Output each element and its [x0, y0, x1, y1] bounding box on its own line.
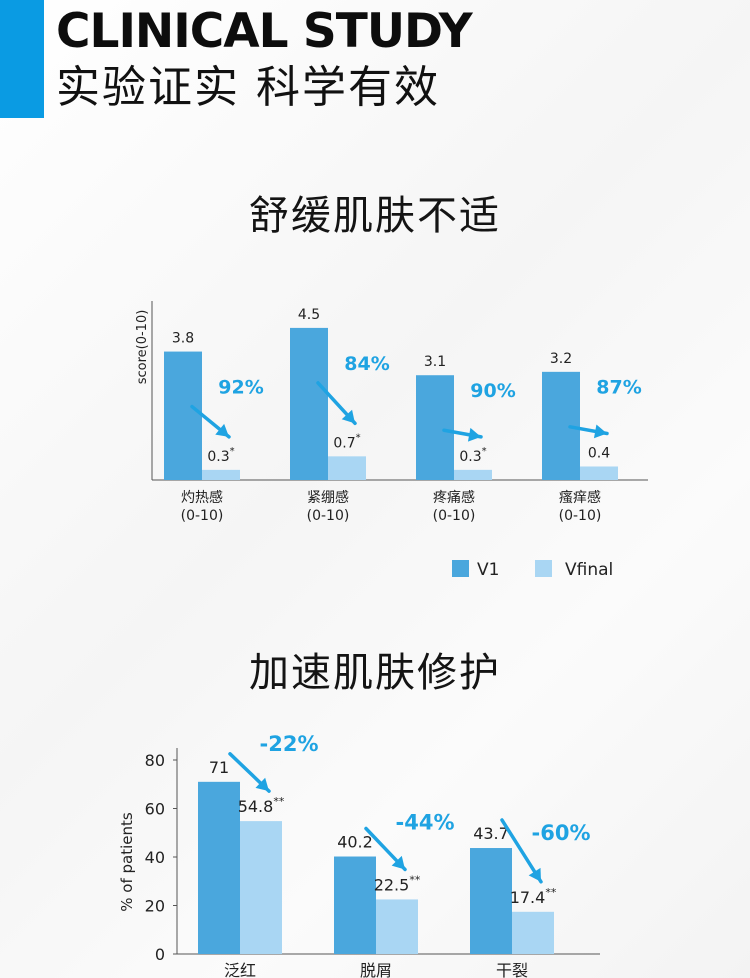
bar-vfinal: [376, 899, 418, 954]
category-label: 紧绷感(0-10): [307, 489, 350, 524]
percent-change-label: 90%: [470, 380, 515, 402]
change-arrow-head: [255, 777, 269, 792]
bar-v1: [470, 848, 512, 954]
change-arrow-head: [215, 423, 229, 437]
category-label: 灼热感(0-10): [181, 489, 224, 524]
category-label: 脱屑: [360, 961, 392, 978]
y-tick-label: 40: [145, 848, 165, 867]
repair-section-title: 加速肌肤修护: [249, 650, 501, 696]
value-label-v1: 3.1: [424, 354, 446, 370]
relief-chart: score(0-10) 3.8 0.3* 灼热感(0-10) 92% 4.5 0.7* 紧绷感…: [135, 301, 648, 580]
bar-vfinal: [202, 469, 240, 480]
percent-change-label: -60%: [532, 821, 591, 845]
y-tick-label: 20: [145, 897, 165, 916]
relief-section-title: 舒缓肌肤不适: [249, 193, 501, 239]
value-label-v1: 3.2: [550, 351, 572, 367]
value-label-vfinal: 0.3*: [459, 446, 486, 465]
bar-v1: [198, 781, 240, 954]
value-label-vfinal: 0.7*: [333, 432, 360, 451]
y-tick-label: 60: [145, 800, 165, 819]
bar-v1: [164, 351, 202, 480]
percent-change-label: 92%: [218, 377, 263, 399]
bar-vfinal: [454, 469, 492, 480]
change-arrow-head: [528, 867, 541, 882]
change-arrow-head: [593, 424, 607, 439]
value-label-vfinal: 22.5**: [374, 873, 421, 894]
y-axis-label: % of patients: [118, 812, 136, 912]
change-arrow-head: [341, 409, 355, 424]
legend-label-v1: V1: [477, 560, 499, 580]
value-label-v1: 4.5: [298, 307, 320, 323]
category-label: 泛红: [224, 961, 256, 978]
category-label: 干裂: [496, 961, 528, 978]
category-label: 疼痛感(0-10): [433, 489, 476, 524]
y-tick-label: 80: [145, 751, 165, 770]
value-label-vfinal: 54.8**: [238, 795, 285, 816]
repair-chart: 0 20 40 60 80 % of patients 71 54.8** 泛红 -22% 40.2…: [118, 732, 600, 978]
legend-label-vfinal: Vfinal: [565, 560, 613, 580]
y-axis-label: score(0-10): [135, 310, 150, 385]
change-arrow-head: [467, 427, 481, 442]
percent-change-label: -44%: [396, 810, 455, 834]
change-arrow: [500, 818, 543, 884]
bar-vfinal: [240, 821, 282, 954]
value-label-v1: 43.7: [473, 824, 509, 843]
bar-vfinal: [328, 456, 366, 480]
page-title: CLINICAL STUDY: [56, 4, 473, 59]
change-arrow-head: [391, 855, 405, 870]
percent-change-label: 87%: [596, 376, 641, 398]
percent-change-label: 84%: [344, 353, 389, 375]
y-tick-label: 0: [155, 945, 165, 964]
percent-change-label: -22%: [260, 732, 319, 756]
page-subtitle: 实验证实 科学有效: [56, 62, 440, 113]
value-label-v1: 71: [209, 758, 229, 777]
bar-vfinal: [512, 911, 554, 954]
bar-v1: [416, 375, 454, 480]
value-label-vfinal: 0.4: [588, 445, 610, 461]
category-label: 瘙痒感(0-10): [559, 489, 602, 524]
bar-vfinal: [580, 466, 618, 480]
header-accent-bar: [0, 0, 44, 118]
value-label-v1: 3.8: [172, 331, 194, 347]
value-label-vfinal: 0.3*: [207, 446, 234, 465]
bar-v1: [290, 327, 328, 480]
legend-swatch-vfinal: [535, 560, 552, 577]
legend-swatch-v1: [452, 560, 469, 577]
bar-v1: [334, 856, 376, 954]
value-label-v1: 40.2: [337, 833, 373, 852]
value-label-vfinal: 17.4**: [510, 886, 557, 907]
